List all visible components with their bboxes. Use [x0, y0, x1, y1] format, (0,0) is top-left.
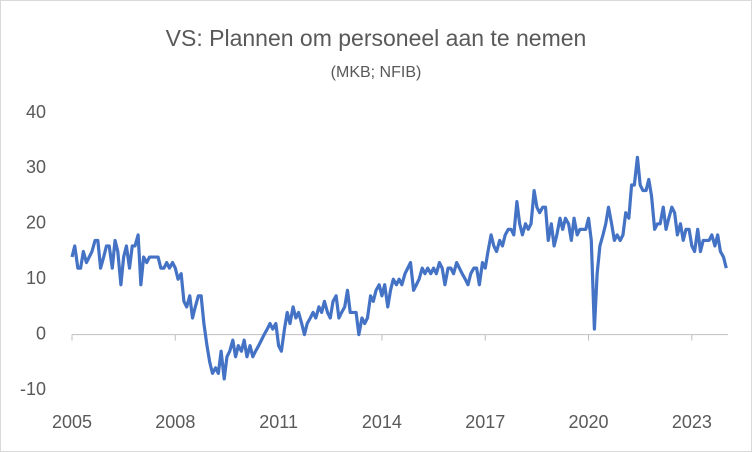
x-tick-label: 2005 [52, 412, 92, 432]
x-tick-label: 2014 [362, 412, 402, 432]
chart-subtitle: (MKB; NFIB) [331, 64, 422, 81]
y-tick-label: 30 [26, 157, 46, 177]
y-tick-label: 0 [36, 323, 46, 343]
x-tick-label: 2023 [672, 412, 712, 432]
y-tick-label: -10 [20, 379, 46, 399]
x-tick-label: 2020 [569, 412, 609, 432]
x-tick-label: 2011 [259, 412, 298, 432]
y-tick-label: 10 [26, 268, 46, 288]
x-tick-label: 2008 [155, 412, 195, 432]
data-line [70, 155, 728, 381]
chart-title: VS: Plannen om personeel aan te nemen [166, 25, 587, 51]
y-tick-label: 20 [26, 213, 46, 233]
x-tick-label: 2017 [465, 412, 505, 432]
y-tick-label: 40 [26, 102, 46, 122]
